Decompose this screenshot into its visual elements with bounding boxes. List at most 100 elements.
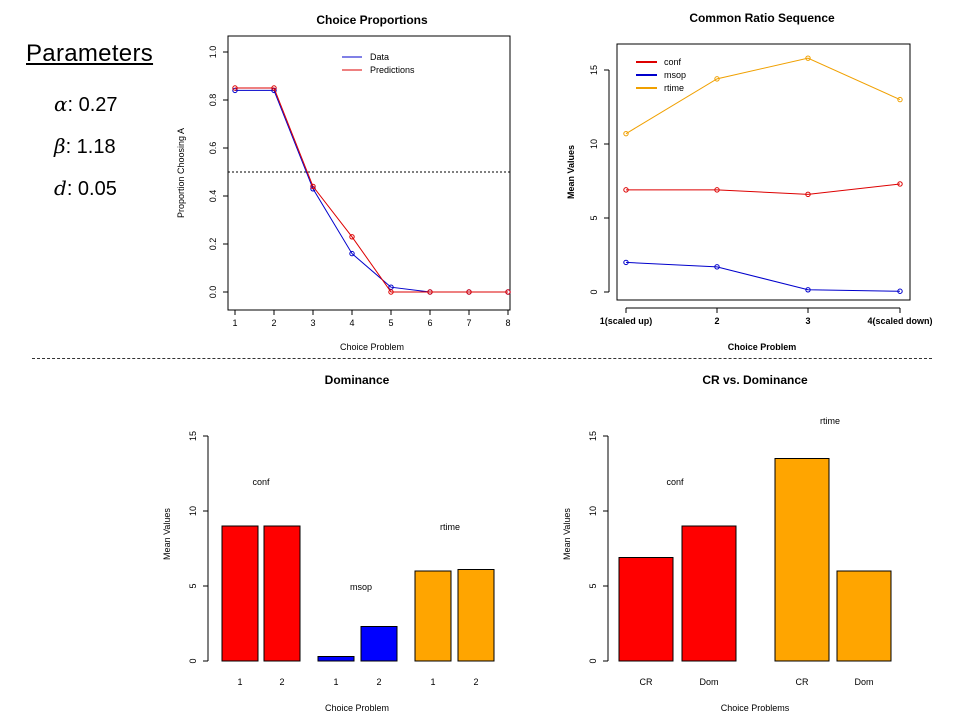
- x-tick-label: 1: [232, 318, 237, 328]
- y-tick-label: 0: [588, 658, 598, 663]
- common-ratio-chart: Common Ratio Sequence 0 5 10 15 1(scaled up) 2…: [566, 11, 933, 352]
- annotation-rtime: rtime: [820, 416, 840, 426]
- x-axis-label: Choice Problem: [325, 703, 389, 713]
- param-beta: β: 1.18: [54, 134, 166, 160]
- bar-6: [457, 569, 495, 662]
- data-point-rtime: [714, 76, 720, 82]
- x-tick-label: CR: [640, 677, 653, 687]
- bar-5: [414, 570, 452, 662]
- parameters-panel: Parameters α: 0.27 β: 1.18 d: 0.05: [26, 40, 166, 218]
- y-tick-label: 0: [188, 658, 198, 663]
- y-tick-label: 1.0: [208, 46, 218, 59]
- series-line-conf: [626, 183, 901, 195]
- data-point-predictions: [349, 234, 355, 240]
- bar-2: [681, 525, 737, 662]
- data-point-predictions: [505, 289, 511, 295]
- x-tick-label: 2: [473, 677, 478, 687]
- x-axis-label: Choice Problems: [721, 703, 790, 713]
- y-tick-label: 10: [188, 506, 198, 516]
- data-point-conf: [897, 181, 903, 187]
- parameters-title: Parameters: [26, 40, 154, 67]
- data-point-conf: [623, 187, 629, 193]
- param-d: d: 0.05: [54, 176, 166, 202]
- data-point-predictions: [388, 289, 394, 295]
- data-point-conf: [805, 191, 811, 198]
- data-point-rtime: [897, 96, 903, 103]
- data-point-predictions: [271, 85, 277, 91]
- x-tick-label: Dom: [854, 677, 873, 687]
- param-alpha: α: 0.27: [54, 92, 166, 118]
- x-tick-label: 4: [349, 318, 354, 328]
- choice-proportions-chart: Choice Proportions 0.0 0.2 0.4 0.6 0.8 1.0 1 2 3 4…: [176, 13, 511, 352]
- param-beta-value: : 1.18: [65, 136, 116, 158]
- bar-1: [618, 557, 674, 662]
- x-tick-label: 3: [805, 316, 810, 326]
- x-tick-label: 2: [376, 677, 381, 687]
- bar-4: [836, 570, 892, 662]
- data-point-msop: [897, 288, 903, 294]
- x-axis-label: Choice Problem: [728, 342, 797, 352]
- chart-title: Common Ratio Sequence: [689, 11, 835, 25]
- x-tick-label: 4(scaled down): [867, 316, 932, 326]
- x-tick-label: 1(scaled up): [600, 316, 653, 326]
- y-axis-label: Mean Values: [562, 508, 572, 560]
- plot-frame: [616, 43, 911, 301]
- data-point-rtime: [623, 130, 629, 137]
- y-tick-label: 0.6: [208, 142, 218, 155]
- x-tick-label: 2: [714, 316, 719, 326]
- data-point-predictions: [232, 85, 238, 91]
- x-tick-label: 6: [427, 318, 432, 328]
- y-tick-label: 5: [588, 583, 598, 588]
- y-tick-label: 5: [188, 583, 198, 588]
- data-point-predictions: [427, 289, 433, 295]
- y-tick-label: 15: [588, 431, 598, 441]
- series-line-msop: [625, 261, 901, 292]
- data-point-msop: [623, 259, 629, 266]
- data-point-rtime: [805, 55, 811, 61]
- cr-vs-dominance-chart: CR vs. Dominance 0 5 10 15 CR Dom CR Dom conf rtim…: [562, 373, 892, 713]
- data-point-msop: [805, 287, 811, 293]
- annotation-rtime: rtime: [440, 522, 460, 532]
- y-tick-label: 15: [589, 65, 599, 75]
- param-d-symbol: d: [54, 176, 67, 200]
- x-tick-label: 1: [333, 677, 338, 687]
- x-tick-label: 2: [279, 677, 284, 687]
- data-point-conf: [714, 187, 720, 193]
- y-tick-label: 15: [188, 431, 198, 441]
- x-tick-label: 1: [237, 677, 242, 687]
- chart-title: CR vs. Dominance: [702, 373, 808, 387]
- legend-label-msop: msop: [664, 70, 686, 80]
- x-tick-label: CR: [796, 677, 809, 687]
- y-tick-label: 0: [589, 289, 599, 294]
- x-tick-label: 1: [430, 677, 435, 687]
- annotation-msop: msop: [350, 582, 372, 592]
- x-tick-label: 2: [271, 318, 276, 328]
- annotation-conf: conf: [666, 477, 684, 487]
- x-tick-label: 8: [505, 318, 510, 328]
- y-tick-label: 10: [588, 506, 598, 516]
- data-point-msop: [714, 264, 720, 270]
- data-point-predictions: [310, 183, 316, 190]
- legend-label-data: Data: [370, 52, 389, 62]
- x-axis-label: Choice Problem: [340, 342, 404, 352]
- legend-label-conf: conf: [664, 57, 682, 67]
- bar-1: [221, 525, 259, 662]
- series-line-rtime: [625, 57, 901, 135]
- param-d-value: : 0.05: [66, 178, 117, 200]
- y-tick-label: 0.8: [208, 94, 218, 107]
- data-point-predictions: [466, 289, 472, 295]
- x-tick-label: 5: [388, 318, 393, 328]
- y-axis-label: Mean Values: [566, 145, 576, 199]
- bar-3: [774, 458, 830, 662]
- y-tick-label: 10: [589, 139, 599, 149]
- x-tick-label: 3: [310, 318, 315, 328]
- x-tick-label: Dom: [699, 677, 718, 687]
- y-axis-label: Proportion Choosing A: [176, 128, 186, 218]
- y-axis-label: Mean Values: [162, 508, 172, 560]
- legend-label-rtime: rtime: [664, 83, 684, 93]
- y-tick-label: 0.4: [208, 190, 218, 203]
- chart-title: Choice Proportions: [316, 13, 428, 27]
- y-tick-label: 5: [589, 215, 599, 220]
- bar-4: [360, 626, 398, 662]
- param-alpha-symbol: α: [54, 92, 68, 116]
